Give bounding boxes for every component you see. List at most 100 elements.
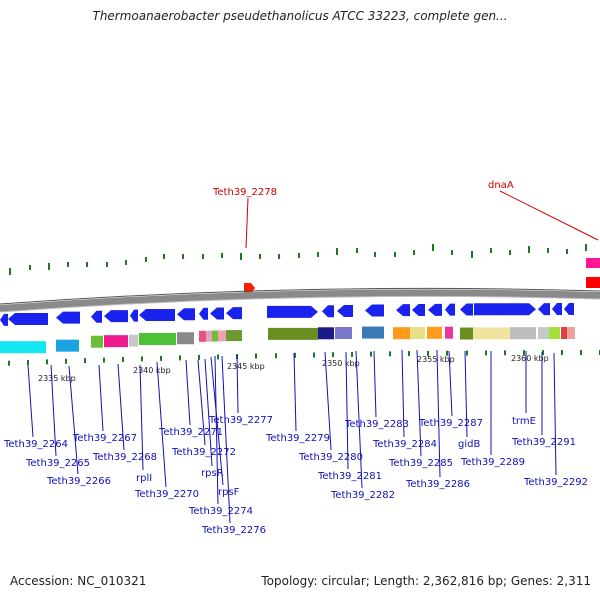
gene-arrow[interactable] <box>412 304 425 317</box>
gene-label[interactable]: Teth39_2292 <box>523 477 588 488</box>
gene-label[interactable]: Teth39_2266 <box>46 476 111 487</box>
leader-line <box>210 356 224 486</box>
gene-arrow[interactable] <box>8 312 48 325</box>
gene-arrow[interactable] <box>538 303 550 316</box>
gene-arrow[interactable] <box>210 307 224 320</box>
scale-dash <box>313 352 315 358</box>
marker-dash <box>356 248 358 253</box>
annotation-bars <box>0 326 575 354</box>
gene-arrow[interactable] <box>226 307 242 320</box>
gene-arrow[interactable] <box>0 313 8 326</box>
marker-dash <box>317 252 319 257</box>
gene-label-dnaa[interactable]: dnaA <box>488 180 514 191</box>
leader-line <box>50 364 57 457</box>
gene-arrow[interactable] <box>396 304 410 317</box>
scale-dash <box>198 354 200 360</box>
scale-dash <box>466 350 468 356</box>
leader-line <box>197 359 206 446</box>
marker-dash <box>86 262 88 267</box>
scale-dash <box>8 360 10 366</box>
gene-label[interactable]: Teth39_2277 <box>208 415 273 426</box>
gene-label[interactable]: Teth39_2281 <box>317 471 382 482</box>
gene-label[interactable]: Teth39_2286 <box>405 479 470 490</box>
annotation-bar <box>177 332 194 345</box>
gene-arrow[interactable] <box>474 303 536 316</box>
marker-dash <box>182 254 184 259</box>
scale-ticks <box>8 349 600 366</box>
gene-arrow[interactable] <box>460 303 473 316</box>
gene-label[interactable]: rplI <box>136 473 152 484</box>
gene-label[interactable]: trmE <box>512 416 536 427</box>
gene-label[interactable]: Teth39_2272 <box>171 447 236 458</box>
gene-label[interactable]: Teth39_2268 <box>92 452 157 463</box>
gene-label[interactable]: Teth39_2267 <box>72 433 137 444</box>
gene-arrow[interactable] <box>445 303 455 316</box>
leader-line <box>345 351 349 470</box>
gene-label[interactable]: Teth39_2280 <box>298 452 363 463</box>
gene-marker-dnaa-top[interactable] <box>586 258 600 268</box>
marker-dash <box>471 251 473 258</box>
marker-dash <box>240 253 242 260</box>
gene-label[interactable]: rpsR <box>201 468 224 479</box>
gene-arrow[interactable] <box>56 311 80 324</box>
scale-dash <box>275 353 277 359</box>
leader-line <box>68 365 79 475</box>
annotation-bar <box>362 326 384 339</box>
scale-dash <box>160 355 162 361</box>
gene-label[interactable]: rpsF <box>218 487 240 498</box>
leader-line <box>156 361 167 488</box>
gene-label[interactable]: Teth39_2291 <box>511 437 576 448</box>
gene-arrow[interactable] <box>337 304 353 317</box>
gene-label[interactable]: Teth39_2282 <box>330 490 395 501</box>
marker-dash <box>106 262 108 267</box>
gene-label[interactable]: gidB <box>458 439 480 450</box>
leader-line <box>139 364 144 471</box>
scale-dash <box>485 350 487 356</box>
gene-label[interactable]: Teth39_2289 <box>460 457 525 468</box>
leader-line <box>117 363 125 451</box>
marker-dash <box>125 260 127 265</box>
gene-label[interactable]: Teth39_2279 <box>265 433 330 444</box>
gene-arrow[interactable] <box>267 305 318 318</box>
gene-arrow[interactable] <box>199 307 208 320</box>
annotation-bar <box>268 327 318 340</box>
gene-arrow[interactable] <box>130 309 138 322</box>
marker-dash <box>394 252 396 257</box>
annotation-bar <box>549 327 560 340</box>
gene-arrow[interactable] <box>552 303 562 316</box>
gene-label[interactable]: Teth39_2287 <box>418 418 483 429</box>
gene-arrow[interactable] <box>91 310 102 323</box>
annotation-bar <box>473 327 510 340</box>
leader-line <box>464 350 468 438</box>
gene-label[interactable]: Teth39_2265 <box>25 458 90 469</box>
gene-arrow[interactable] <box>322 305 334 318</box>
gene-label[interactable]: Teth39_2270 <box>134 489 199 500</box>
gene-label[interactable]: Teth39_2285 <box>388 458 453 469</box>
gene-label[interactable]: Teth39_2276 <box>201 525 266 536</box>
gene-label[interactable]: Teth39_2284 <box>372 439 437 450</box>
gene-arrow[interactable] <box>564 303 574 316</box>
gene-label[interactable]: Teth39_2274 <box>188 506 253 517</box>
gene-arrow[interactable] <box>177 308 195 321</box>
gene-label-teth39-2278[interactable]: Teth39_2278 <box>212 187 277 198</box>
marker-dash <box>374 252 376 257</box>
gene-arrow[interactable] <box>428 303 442 316</box>
gene-arrow[interactable] <box>139 308 175 321</box>
annotation-bar <box>199 330 206 342</box>
gene-label[interactable]: Teth39_2264 <box>3 439 68 450</box>
annotation-bar <box>0 341 46 354</box>
tick-label-2335: 2335 kbp <box>38 374 76 383</box>
scale-dash <box>561 350 563 356</box>
gene-arrow[interactable] <box>104 310 128 323</box>
gene-marker-dnaa-bottom[interactable] <box>586 277 600 288</box>
gene-label[interactable]: Teth39_2271 <box>158 427 223 438</box>
marker-dash <box>48 263 50 270</box>
marker-dash <box>336 248 338 255</box>
tick-label-2350: 2350 kbp <box>322 359 360 368</box>
gene-arrow[interactable] <box>365 304 384 317</box>
genome-title: Thermoanaerobacter pseudethanolicus ATCC… <box>92 9 508 23</box>
scale-dash <box>427 350 429 356</box>
annotation-bar <box>393 327 410 340</box>
gene-label[interactable]: Teth39_2283 <box>344 419 409 430</box>
genome-backbone <box>0 289 600 312</box>
